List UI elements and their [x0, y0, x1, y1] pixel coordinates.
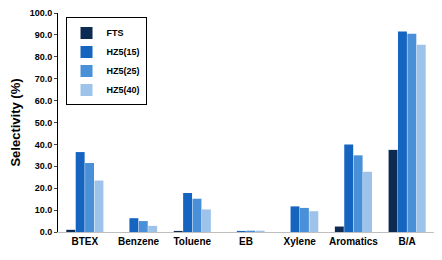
- svg-text:EB: EB: [239, 236, 253, 247]
- svg-text:HZ5(15): HZ5(15): [107, 47, 140, 57]
- svg-text:HZ5(25): HZ5(25): [107, 66, 140, 76]
- svg-text:60.0: 60.0: [35, 96, 53, 106]
- svg-text:FTS: FTS: [107, 28, 124, 38]
- svg-text:90.0: 90.0: [35, 30, 53, 40]
- svg-text:Toluene: Toluene: [173, 236, 211, 247]
- svg-text:80.0: 80.0: [35, 52, 53, 62]
- svg-text:Benzene: Benzene: [118, 236, 160, 247]
- svg-text:100.0: 100.0: [30, 8, 53, 18]
- svg-text:Xylene: Xylene: [284, 236, 317, 247]
- svg-text:20.0: 20.0: [35, 183, 53, 193]
- svg-text:Selectivity (%): Selectivity (%): [8, 78, 23, 166]
- svg-text:70.0: 70.0: [35, 74, 53, 84]
- svg-text:0.0: 0.0: [40, 227, 53, 237]
- svg-text:HZ5(40): HZ5(40): [107, 85, 140, 95]
- svg-text:Aromatics: Aromatics: [329, 236, 378, 247]
- svg-text:40.0: 40.0: [35, 140, 53, 150]
- svg-text:B/A: B/A: [399, 236, 416, 247]
- svg-text:BTEX: BTEX: [72, 236, 99, 247]
- svg-text:50.0: 50.0: [35, 118, 53, 128]
- svg-text:10.0: 10.0: [35, 205, 53, 215]
- svg-text:30.0: 30.0: [35, 161, 53, 171]
